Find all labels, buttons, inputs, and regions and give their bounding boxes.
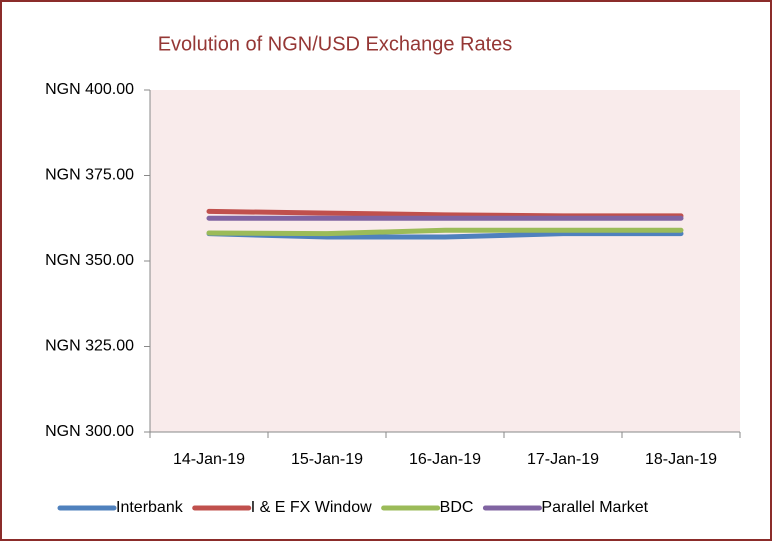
legend-label: I & E FX Window	[251, 499, 372, 516]
x-tick-label: 17-Jan-19	[527, 451, 599, 468]
series-line	[206, 227, 684, 237]
x-tick-label: 16-Jan-19	[409, 451, 481, 468]
y-tick-label: NGN 400.00	[45, 81, 134, 98]
y-tick-label: NGN 375.00	[45, 167, 134, 184]
plot-area	[150, 90, 740, 432]
legend-label: BDC	[440, 499, 474, 516]
y-tick-label: NGN 350.00	[45, 252, 134, 269]
legend-label: Interbank	[116, 499, 184, 516]
x-tick-label: 15-Jan-19	[291, 451, 363, 468]
x-tick-label: 14-Jan-19	[173, 451, 245, 468]
chart-title: Evolution of NGN/USD Exchange Rates	[158, 33, 513, 55]
x-tick-label: 18-Jan-19	[645, 451, 717, 468]
series-line	[206, 231, 684, 240]
y-tick-label: NGN 300.00	[45, 423, 134, 440]
legend-label: Parallel Market	[541, 499, 648, 516]
y-tick-label: NGN 325.00	[45, 338, 134, 355]
